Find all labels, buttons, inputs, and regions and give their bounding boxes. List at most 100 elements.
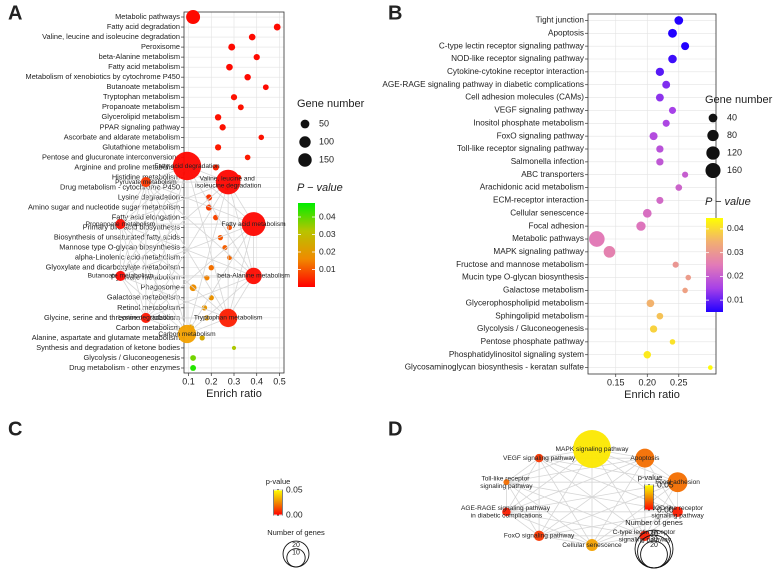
color-legend-label: 0.00	[286, 509, 303, 519]
edge	[506, 457, 540, 513]
edge	[120, 165, 188, 277]
size-legend-label: 10	[292, 550, 300, 557]
y-tick-label: beta-Alanine metabolism	[99, 52, 180, 61]
x-tick-label: 0.4	[250, 376, 263, 386]
color-legend-label: 0.02	[319, 246, 336, 256]
node	[667, 472, 688, 493]
bubble	[656, 196, 664, 204]
y-tick-label: Cytokine-cytokine receptor interaction	[447, 67, 584, 76]
y-tick-label: Valine, leucine and isoleucine degradati…	[42, 32, 180, 41]
panel-label: A	[8, 2, 22, 24]
node-label: Carbon metabolism	[158, 331, 216, 338]
node	[140, 312, 151, 323]
x-tick-label: 0.1	[182, 376, 195, 386]
y-tick-label: Metabolism of xenobiotics by cytochrome …	[26, 72, 180, 81]
y-tick-label: Cell adhesion molecules (CAMs)	[465, 93, 584, 102]
bubble	[244, 73, 251, 81]
y-tick-label: Glyoxylate and dicarboxylate metabolism	[46, 263, 180, 272]
edge	[539, 457, 678, 483]
size-legend-symbol	[708, 113, 718, 123]
bubble	[674, 16, 684, 25]
y-tick-label: AGE-RAGE signaling pathway in diabetic c…	[382, 80, 584, 89]
bubble	[681, 42, 690, 51]
bubble	[603, 246, 616, 258]
edge	[506, 511, 540, 537]
x-tick-label: 0.25	[670, 377, 688, 387]
x-tick-label: 0.15	[607, 377, 625, 387]
y-tick-label: Histidine metabolism	[112, 172, 180, 181]
color-legend-title: P − value	[297, 182, 343, 194]
edge	[120, 181, 229, 225]
bubble	[646, 299, 655, 308]
y-tick-label: Galactose metabolism	[503, 286, 584, 295]
y-tick-label: C-type lectin receptor signaling pathway	[439, 41, 585, 50]
bubble	[212, 164, 219, 171]
y-tick-label: Inositol phosphate metabolism	[473, 118, 584, 127]
color-legend-title: p-value	[638, 473, 663, 482]
y-tick-label: Apoptosis	[548, 28, 584, 37]
size-legend-label: 20	[650, 542, 658, 549]
y-tick-label: Tight junction	[536, 16, 585, 25]
bubble	[222, 245, 228, 251]
size-legend-label: 40	[650, 531, 658, 538]
bubble	[668, 106, 677, 114]
node-label: Fatty acid degradation	[154, 163, 220, 170]
edge	[506, 481, 646, 537]
color-legend-title: P − value	[705, 196, 751, 208]
y-tick-label: ECM-receptor interaction	[493, 196, 584, 205]
node	[635, 448, 655, 468]
bubble	[668, 54, 677, 64]
y-tick-label: Glycolysis / Gluconeogenesis	[83, 353, 180, 362]
y-tick-label: Toll-like receptor signaling pathway	[457, 144, 585, 153]
color-legend-label: 0.03	[319, 229, 336, 239]
node	[140, 177, 151, 188]
y-tick-label: Pentose phosphate pathway	[481, 337, 585, 346]
edge	[591, 535, 645, 546]
y-tick-label: NOD-like receptor signaling pathway	[451, 54, 585, 63]
color-legend-label: 0.00	[657, 504, 674, 514]
y-tick-label: Pentose and glucuronate interconversions	[42, 152, 180, 161]
bubble	[205, 194, 213, 201]
size-legend-title: Gene number	[705, 94, 773, 106]
y-tick-label: Tryptophan metabolism	[103, 92, 180, 101]
bubble	[655, 93, 664, 102]
bubble	[669, 339, 676, 345]
edge	[145, 181, 254, 225]
color-legend-label: 0.04	[319, 211, 336, 221]
y-tick-label: Focal adhesion	[528, 221, 584, 230]
node	[533, 530, 545, 542]
y-tick-label: Salmonella infection	[511, 157, 585, 166]
edge	[120, 223, 229, 319]
y-tick-label: Metabolic pathways	[115, 12, 180, 21]
size-legend-symbol	[286, 548, 306, 568]
y-tick-label: Glycine, serine and threonine metabolism	[44, 313, 180, 322]
edge	[506, 511, 645, 537]
bubble	[231, 345, 237, 351]
y-tick-label: Mucin type O-glycan biosynthesis	[462, 273, 584, 282]
edge	[506, 481, 540, 537]
x-tick-label: 0.5	[273, 376, 286, 386]
y-tick-label: Fructose and mannose metabolism	[456, 260, 584, 269]
x-tick-label: 0.3	[228, 376, 241, 386]
node	[573, 430, 611, 468]
size-legend-symbol	[706, 146, 720, 160]
y-tick-label: Carbon metabolism	[116, 323, 180, 332]
edge	[538, 457, 678, 513]
node-label: VEGF signaling pathway	[503, 455, 576, 462]
edge	[538, 457, 646, 537]
node-label: MAPK signaling pathway	[556, 446, 630, 453]
bubble	[253, 54, 260, 61]
size-legend-label: 20	[292, 542, 300, 549]
bubble	[682, 287, 688, 294]
size-legend-label: 30	[650, 536, 658, 543]
size-legend-label: 50	[319, 118, 329, 128]
edge	[644, 511, 678, 537]
node	[245, 267, 262, 285]
node-label: Lysine degradation	[118, 315, 174, 322]
y-tick-label: Glutathione metabolism	[102, 142, 180, 151]
y-tick-label: Cellular senescence	[510, 208, 584, 217]
panel-label: C	[8, 418, 22, 440]
bubble	[662, 119, 670, 127]
edge	[120, 223, 188, 335]
y-tick-label: Alanine, aspartate and glutamate metabol…	[32, 333, 180, 342]
